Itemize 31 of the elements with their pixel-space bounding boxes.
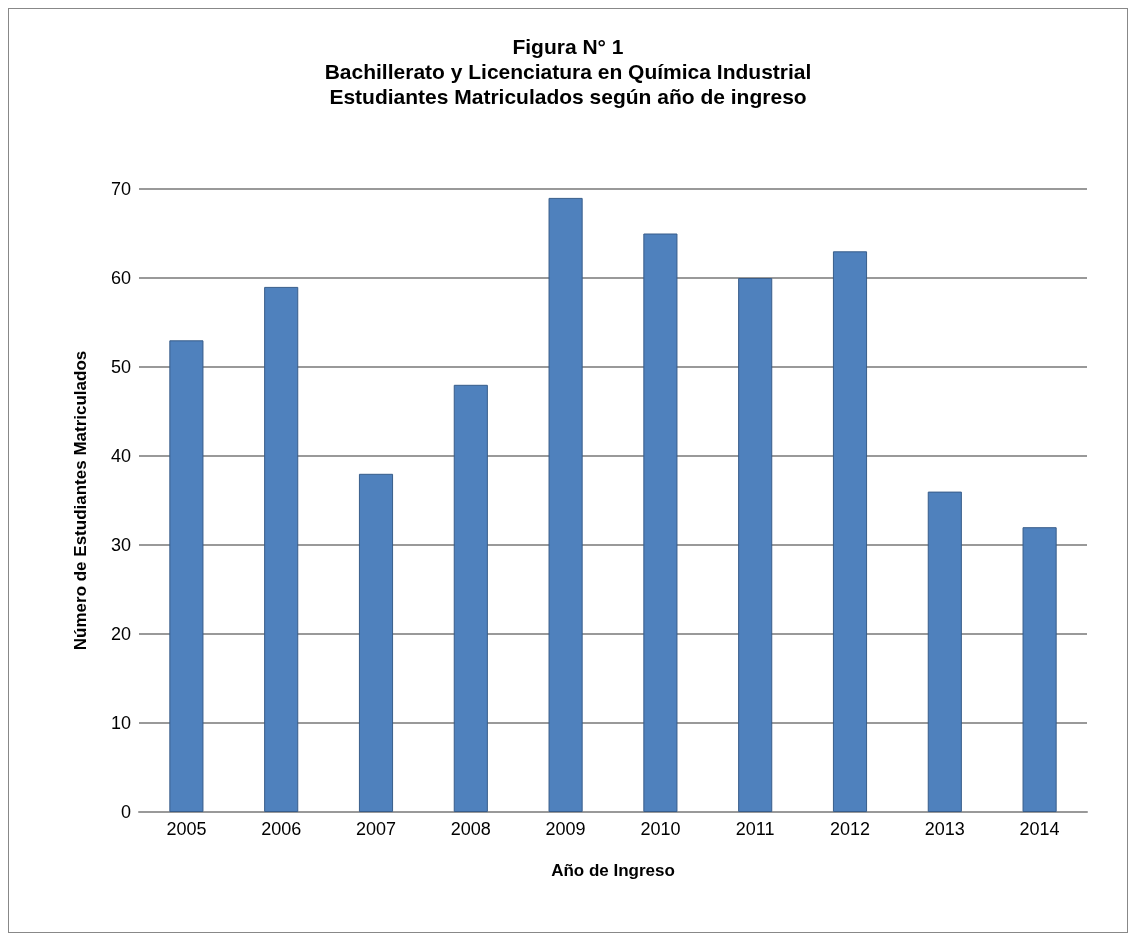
x-tick-label: 2012 (829, 819, 871, 839)
y-tick-label: 20 (110, 624, 131, 644)
x-tick-label: 2013 (924, 819, 965, 839)
chart-title: Figura N° 1 Bachillerato y Licenciatura en Química Industrial Estudiantes Matriculados según año de ingreso (324, 35, 812, 108)
y-tick-label: 0 (120, 802, 131, 822)
bar (264, 286, 299, 812)
x-tick-label: 2006 (261, 819, 302, 839)
y-tick-label: 70 (110, 179, 131, 199)
x-tick-label: 2009 (545, 819, 586, 839)
y-tick-label: 40 (110, 446, 131, 466)
bar (453, 384, 488, 812)
x-tick-label: 2010 (640, 819, 681, 839)
bar (1022, 527, 1057, 812)
bar (832, 251, 868, 812)
y-axis-title: Número de Estudiantes Matriculados (71, 350, 90, 651)
x-axis-title: Año de Ingreso (551, 861, 675, 880)
x-tick-label: 2011 (735, 819, 775, 839)
x-tick-label: 2014 (1019, 819, 1060, 839)
bar (927, 491, 962, 812)
x-tick-label: 2007 (355, 819, 397, 839)
y-tick-label: 60 (110, 268, 131, 288)
x-tick-label: 2008 (450, 819, 491, 839)
y-tick-label: 50 (110, 357, 131, 377)
bar (738, 278, 773, 812)
y-tick-label: 30 (110, 535, 131, 555)
bar (358, 473, 394, 812)
y-tick-label: 10 (110, 713, 131, 733)
bar (643, 233, 678, 812)
bar (169, 340, 204, 812)
x-tick-label: 2005 (166, 819, 207, 839)
bar (548, 197, 583, 812)
